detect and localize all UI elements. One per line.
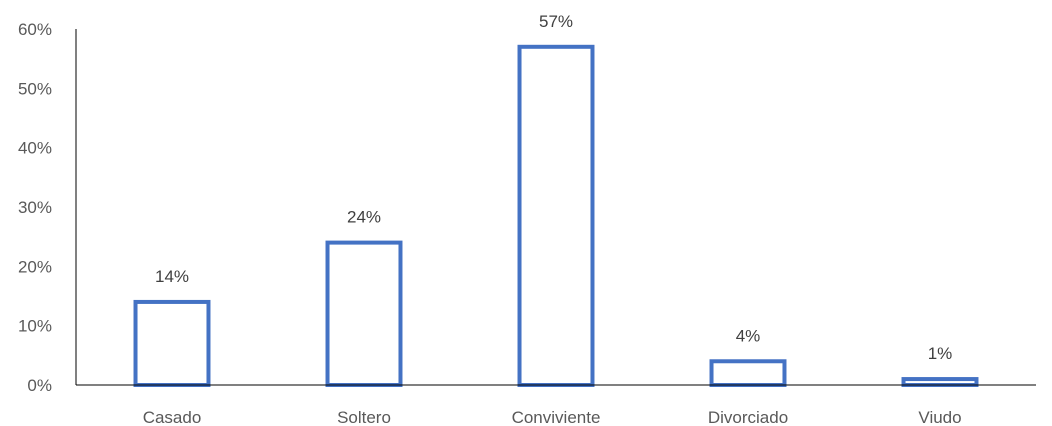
- x-tick-label-casado: Casado: [143, 408, 202, 426]
- data-label-conviviente: 57%: [539, 12, 573, 31]
- data-label-viudo: 1%: [928, 344, 953, 363]
- y-tick-label: 0%: [27, 376, 52, 395]
- bar-soltero: [325, 240, 403, 387]
- y-tick-label: 40%: [18, 139, 52, 158]
- data-label-divorciado: 4%: [736, 326, 761, 345]
- x-tick-label-conviviente: Conviviente: [512, 408, 601, 426]
- bars: [133, 44, 979, 388]
- data-label-soltero: 24%: [347, 208, 381, 227]
- bar-conviviente: [517, 44, 595, 388]
- y-tick-label: 50%: [18, 79, 52, 98]
- x-tick-label-soltero: Soltero: [337, 408, 391, 426]
- y-tick-label: 60%: [18, 20, 52, 39]
- bar-casado: [133, 299, 211, 387]
- data-labels: 14% 24% 57% 4% 1%: [155, 12, 952, 363]
- y-axis-ticks: 0% 10% 20% 30% 40% 50% 60%: [18, 20, 52, 395]
- y-tick-label: 10%: [18, 317, 52, 336]
- data-label-casado: 14%: [155, 267, 189, 286]
- y-tick-label: 30%: [18, 198, 52, 217]
- x-tick-label-viudo: Viudo: [918, 408, 961, 426]
- x-tick-label-divorciado: Divorciado: [708, 408, 788, 426]
- bar-divorciado: [709, 359, 787, 387]
- x-axis-labels: Casado Soltero Conviviente Divorciado Viudo: [143, 408, 962, 426]
- y-tick-label: 20%: [18, 257, 52, 276]
- bar-viudo: [901, 377, 979, 388]
